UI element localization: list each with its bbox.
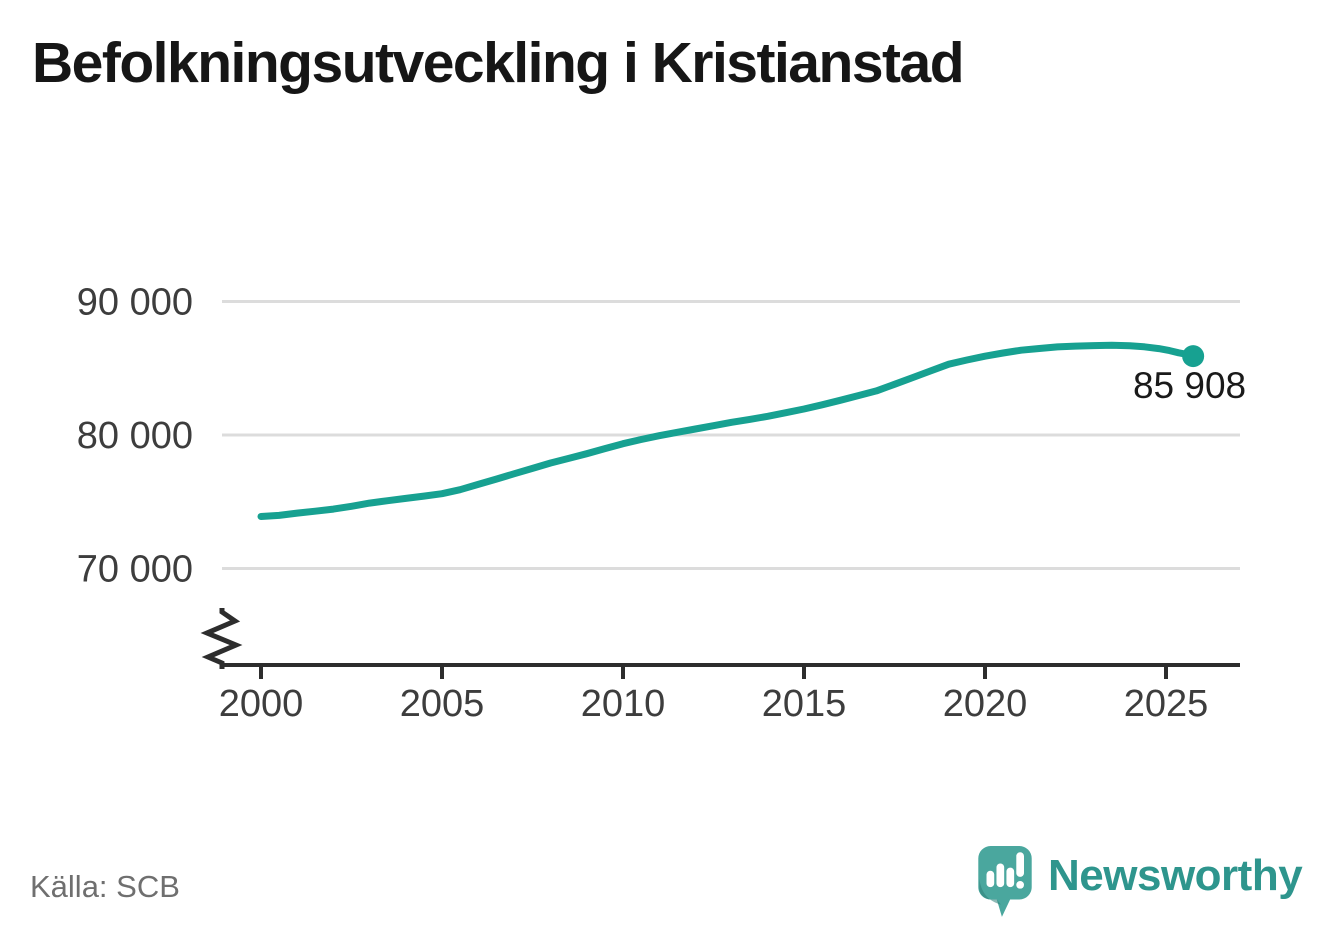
y-tick-label: 90 000: [77, 282, 193, 324]
newsworthy-wordmark: Newsworthy: [1048, 851, 1303, 900]
x-tick-label: 2020: [943, 683, 1028, 725]
x-tick-label: 2005: [400, 683, 485, 725]
speech-bubble-bar-chart-icon: [978, 846, 1032, 917]
logo-bar-2: [996, 863, 1005, 888]
chart-title: Befolkningsutveckling i Kristianstad: [32, 31, 965, 95]
logo-exclamation-bar: [1016, 852, 1024, 877]
end-point-dot: [1182, 345, 1205, 368]
newsworthy-logo[interactable]: Newsworthy: [976, 844, 1306, 924]
y-tick-label: 80 000: [77, 415, 193, 457]
x-tick-label: 2015: [762, 683, 847, 725]
source-note: Källa: SCB: [30, 869, 180, 904]
logo-bar-1: [986, 870, 995, 888]
axis-break-icon: [200, 608, 243, 669]
x-tick-label: 2010: [581, 683, 666, 725]
x-tick-label: 2025: [1124, 683, 1209, 725]
logo-bubble-shadow: [979, 878, 1001, 905]
x-tick-label: 2000: [219, 683, 304, 725]
y-tick-label: 70 000: [77, 549, 193, 591]
population-line: [257, 341, 1197, 520]
end-value-label: 85 908: [1133, 365, 1246, 406]
logo-bar-3: [1006, 867, 1015, 888]
logo-exclamation-dot: [1016, 880, 1024, 889]
